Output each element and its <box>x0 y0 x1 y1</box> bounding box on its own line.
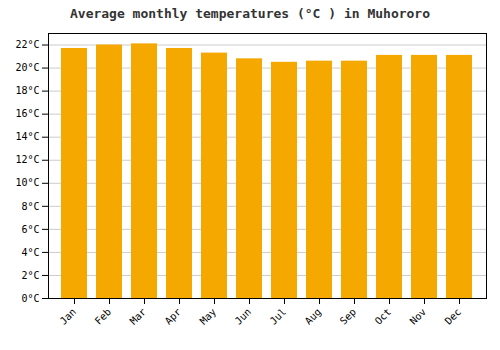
svg-text:10°C: 10°C <box>15 177 39 188</box>
svg-text:12°C: 12°C <box>15 154 39 165</box>
svg-text:Jun: Jun <box>233 306 254 327</box>
svg-text:20°C: 20°C <box>15 62 39 73</box>
svg-text:Nov: Nov <box>408 306 429 327</box>
svg-text:Apr: Apr <box>163 306 184 327</box>
svg-text:Mar: Mar <box>128 306 149 327</box>
svg-text:0°C: 0°C <box>21 293 39 304</box>
svg-text:Feb: Feb <box>93 306 114 327</box>
svg-text:22°C: 22°C <box>15 39 39 50</box>
svg-text:May: May <box>198 306 219 327</box>
svg-text:Jul: Jul <box>268 306 289 327</box>
svg-text:Sep: Sep <box>338 306 359 327</box>
html-text:Average monthly temperatures (: Average monthly temperatures (°C ) in Mu… <box>70 6 430 21</box>
svg-text:Aug: Aug <box>303 306 324 327</box>
svg-text:2°C: 2°C <box>21 270 39 281</box>
svg-text:Oct: Oct <box>373 306 394 327</box>
svg-text:8°C: 8°C <box>21 201 39 212</box>
svg-text:4°C: 4°C <box>21 247 39 258</box>
svg-text:18°C: 18°C <box>15 85 39 96</box>
svg-text:Dec: Dec <box>443 306 464 327</box>
svg-text:Jan: Jan <box>58 306 79 327</box>
svg-text:6°C: 6°C <box>21 224 39 235</box>
svg-text:14°C: 14°C <box>15 131 39 142</box>
svg-text:16°C: 16°C <box>15 108 39 119</box>
